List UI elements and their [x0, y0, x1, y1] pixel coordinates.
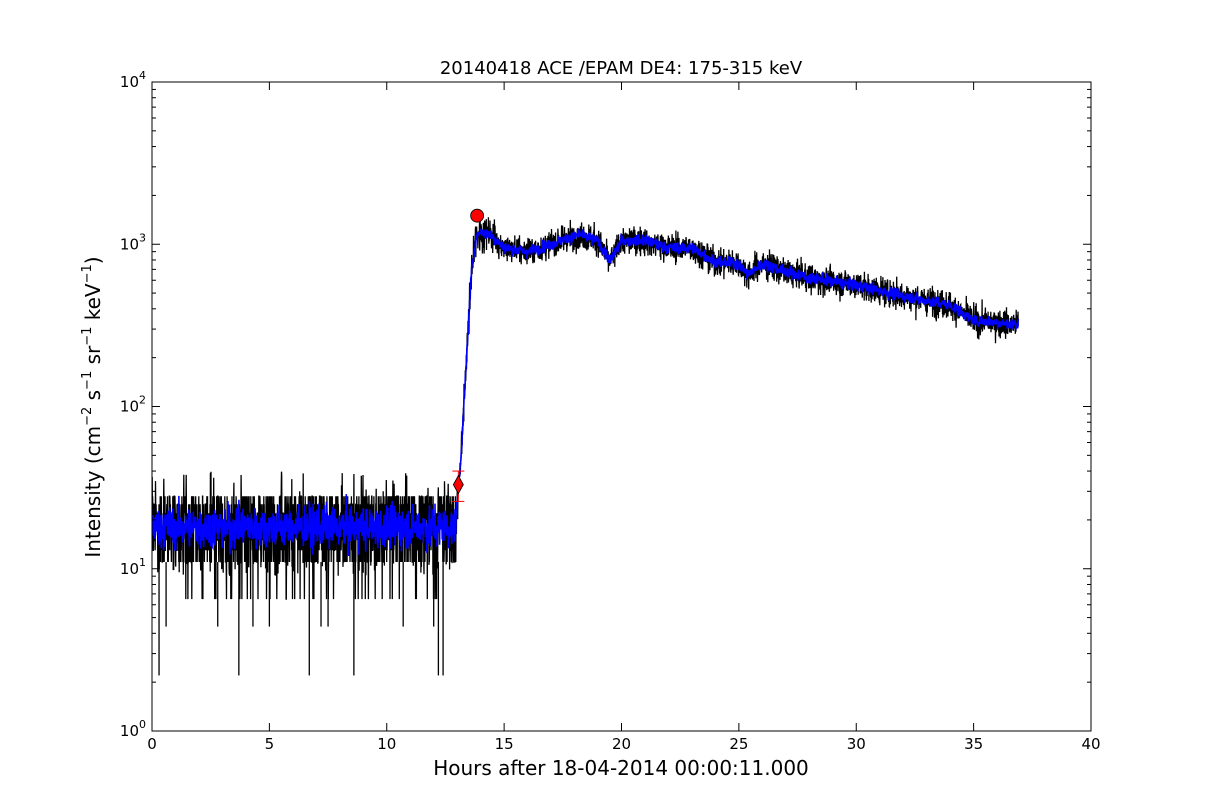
- y-label-sup-3: −1: [80, 327, 95, 346]
- x-axis-label: Hours after 18-04-2014 00:00:11.000: [433, 756, 809, 780]
- x-tick-label: 40: [1081, 735, 1100, 753]
- chart-title: 20140418 ACE /EPAM DE4: 175-315 keV: [440, 58, 803, 79]
- onset-diamond-marker: [452, 474, 464, 495]
- y-label-sup-4: −1: [80, 264, 95, 283]
- y-label-prefix: Intensity (cm: [81, 426, 105, 558]
- plot-area: [152, 208, 1019, 676]
- x-tick-label: 15: [495, 735, 514, 753]
- y-label-mid-3: keV: [81, 283, 105, 327]
- x-tick-label: 5: [265, 735, 275, 753]
- y-tick-label: 104: [120, 69, 146, 91]
- y-axis-label: Intensity (cm−2 s−1 sr−1 keV−1): [80, 256, 105, 557]
- x-tick-label: 20: [612, 735, 631, 753]
- x-tick-label: 30: [847, 735, 866, 753]
- series-smoothed-line: [152, 227, 1019, 557]
- y-tick-label: 100: [120, 718, 146, 740]
- axes: 0 5 10 15 20 25 30 35 40 100 101 102 103 104: [120, 69, 1101, 753]
- y-tick-label: 103: [120, 231, 146, 253]
- y-axis-label-group: Intensity (cm−2 s−1 sr−1 keV−1): [80, 256, 105, 557]
- y-tick-label: 102: [120, 394, 146, 416]
- x-tick-label: 25: [729, 735, 748, 753]
- peak-circle-marker: [470, 208, 485, 223]
- y-label-sup-1: −2: [80, 407, 95, 426]
- y-tick-label: 101: [120, 556, 146, 578]
- y-label-suffix: ): [81, 256, 105, 264]
- y-label-mid-1: s: [81, 390, 105, 407]
- x-tick-label: 0: [147, 735, 157, 753]
- y-label-sup-2: −1: [80, 371, 95, 390]
- x-tick-label: 35: [964, 735, 983, 753]
- y-label-mid-2: sr: [81, 345, 105, 371]
- plot-frame: [151, 81, 1092, 732]
- x-tick-label: 10: [377, 735, 396, 753]
